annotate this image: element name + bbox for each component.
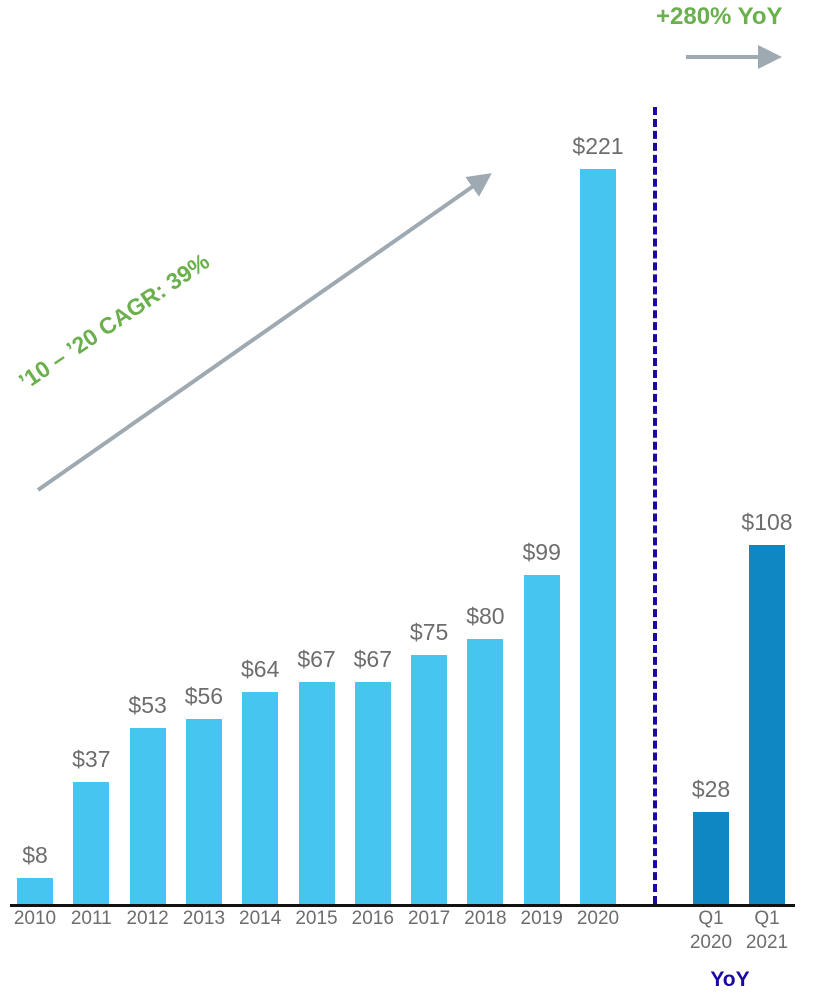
x-tick-label: 2019: [512, 907, 572, 931]
bar: [129, 728, 166, 905]
bar: [354, 681, 391, 905]
x-tick-label: 2014: [230, 907, 290, 931]
x-tick-label-line1: 2013: [182, 908, 226, 929]
x-tick-label: Q1 2021: [737, 907, 797, 955]
x-tick-label-line1: 2014: [239, 908, 282, 929]
bar: [693, 811, 729, 905]
x-tick-label-line1: 2018: [464, 908, 507, 929]
bar-value-label: $37: [72, 745, 111, 772]
x-tick-label: 2017: [399, 907, 459, 931]
x-tick-label: 2013: [174, 907, 234, 931]
bar-value-label: $28: [691, 775, 731, 802]
x-tick-label-line2: 2021: [745, 932, 789, 953]
bar-value-label: $67: [353, 645, 392, 672]
x-tick-label-line1: 2010: [13, 908, 57, 929]
bar: [580, 169, 616, 905]
bar: [411, 655, 448, 905]
x-axis-line: [10, 904, 795, 907]
bar: [17, 878, 53, 905]
x-tick-label-line1: 2020: [576, 908, 620, 929]
x-tick-label: Q1 2020: [681, 907, 741, 955]
x-tick-label: 2016: [343, 907, 403, 931]
x-tick-label: 2020: [568, 907, 628, 931]
bar-value-label: $56: [184, 682, 224, 709]
x-tick-label: 2015: [287, 907, 347, 931]
bar: [749, 545, 785, 905]
x-tick-label-line1: 2015: [295, 908, 338, 929]
bar: [73, 781, 110, 905]
cagr-arrow-icon: [36, 173, 492, 492]
bar: [523, 575, 560, 905]
x-tick-label-line1: 2011: [70, 908, 112, 929]
bar-value-label: $80: [466, 602, 505, 629]
x-tick-label: 2018: [455, 907, 515, 931]
bar: [298, 681, 335, 905]
bar-value-label: $8: [22, 842, 48, 869]
x-tick-label-line1: 2017: [407, 908, 451, 929]
bar-value-label: $75: [409, 619, 449, 646]
bar-value-label: $221: [572, 133, 624, 159]
bar-value-label: $64: [241, 655, 280, 682]
bar: [185, 718, 222, 905]
bar: [242, 691, 279, 905]
x-tick-label-line1: 2012: [126, 908, 169, 929]
bar-value-label: $53: [128, 692, 167, 719]
section-divider: [653, 107, 657, 904]
yoy-section-label: YoY: [710, 968, 750, 991]
bar-value-label: $99: [522, 539, 561, 566]
x-tick-label-line1: 2016: [351, 908, 394, 929]
bar-value-label: $108: [741, 509, 793, 536]
x-tick-label: 2011: [61, 907, 121, 931]
x-tick-label-line1: Q1: [698, 908, 724, 929]
x-tick-label-line2: 2020: [689, 932, 733, 953]
x-tick-label: 2010: [5, 907, 65, 931]
bar: [467, 638, 504, 905]
yoy-growth-annotation: +280% YoY: [656, 3, 783, 30]
x-tick-label-line1: 2019: [520, 908, 563, 929]
x-tick-label: 2012: [118, 907, 178, 931]
x-tick-label-line1: Q1: [754, 908, 780, 929]
bar-value-label: $67: [297, 645, 336, 672]
